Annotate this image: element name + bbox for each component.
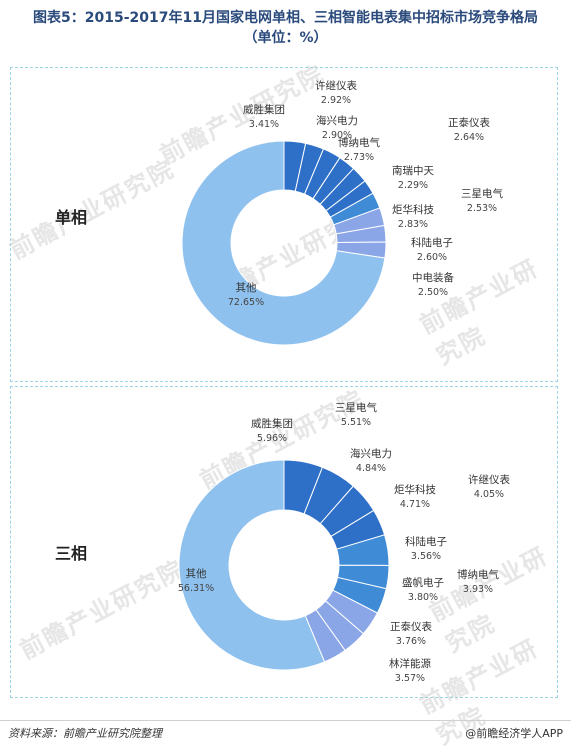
footer-source: 资料来源：前瞻产业研究院整理 xyxy=(8,727,162,740)
slice-label: 中电装备 xyxy=(412,271,454,284)
slice-label: 博纳电气 xyxy=(338,136,380,149)
slice-label: 博纳电气 xyxy=(457,568,499,581)
slice-value-label: 3.41% xyxy=(249,119,279,130)
slice-value-label: 3.93% xyxy=(463,584,493,595)
slice-label: 海兴电力 xyxy=(316,114,358,127)
slice-label: 盛帆电子 xyxy=(402,576,444,589)
slice-value-label: 5.51% xyxy=(341,417,371,428)
chart-title: 图表5：2015-2017年11月国家电网单相、三相智能电表集中招标市场竞争格局… xyxy=(0,8,571,48)
donut-slice xyxy=(181,140,386,346)
slice-value-label: 4.84% xyxy=(356,463,386,474)
footer-brand: @前瞻经济学人APP xyxy=(465,727,563,740)
slice-value-label: 2.92% xyxy=(321,95,351,106)
slice-label: 海兴电力 xyxy=(350,447,392,460)
slice-value-label: 2.64% xyxy=(454,132,484,143)
slice-value-label: 2.60% xyxy=(417,252,447,263)
donut-slice xyxy=(178,459,326,671)
panel-label-single-phase: 单相 xyxy=(55,208,88,227)
slice-label: 威胜集团 xyxy=(251,417,293,430)
slice-value-label: 4.71% xyxy=(400,499,430,510)
panel-single-phase xyxy=(10,67,558,382)
slice-value-label: 72.65% xyxy=(228,297,264,308)
slice-value-label: 2.53% xyxy=(467,203,497,214)
panel-label-three-phase: 三相 xyxy=(55,544,88,563)
slice-label: 其他 xyxy=(186,567,207,580)
slice-label: 炬华科技 xyxy=(392,203,434,216)
slice-value-label: 2.29% xyxy=(398,180,428,191)
slice-label: 三星电气 xyxy=(461,187,503,200)
slice-value-label: 2.90% xyxy=(322,130,352,141)
slice-value-label: 5.96% xyxy=(257,433,287,444)
slice-label: 炬华科技 xyxy=(394,483,436,496)
slice-label: 正泰仪表 xyxy=(390,620,432,633)
slice-value-label: 2.83% xyxy=(398,219,428,230)
slice-value-label: 3.76% xyxy=(396,636,426,647)
slice-value-label: 3.56% xyxy=(411,551,441,562)
slice-label: 林洋能源 xyxy=(389,657,431,670)
slice-label: 许继仪表 xyxy=(315,79,357,92)
slice-label: 许继仪表 xyxy=(468,473,510,486)
slice-value-label: 56.31% xyxy=(178,583,214,594)
slice-value-label: 2.50% xyxy=(418,287,448,298)
slice-value-label: 2.73% xyxy=(344,152,374,163)
slice-label: 科陆电子 xyxy=(405,535,447,548)
slice-value-label: 3.80% xyxy=(408,592,438,603)
slice-label: 威胜集团 xyxy=(243,103,285,116)
slice-label: 科陆电子 xyxy=(411,236,453,249)
slice-label: 正泰仪表 xyxy=(448,116,490,129)
slice-label: 其他 xyxy=(236,281,257,294)
panel-three-phase xyxy=(10,386,558,698)
slice-label: 三星电气 xyxy=(335,401,377,414)
title-line-1: 图表5：2015-2017年11月国家电网单相、三相智能电表集中招标市场竞争格局 xyxy=(33,10,538,26)
slice-value-label: 4.05% xyxy=(474,489,504,500)
title-line-2: （单位：%） xyxy=(243,30,328,46)
slice-value-label: 3.57% xyxy=(395,673,425,684)
footer-divider xyxy=(0,720,571,721)
slice-label: 南瑞中天 xyxy=(392,164,434,177)
